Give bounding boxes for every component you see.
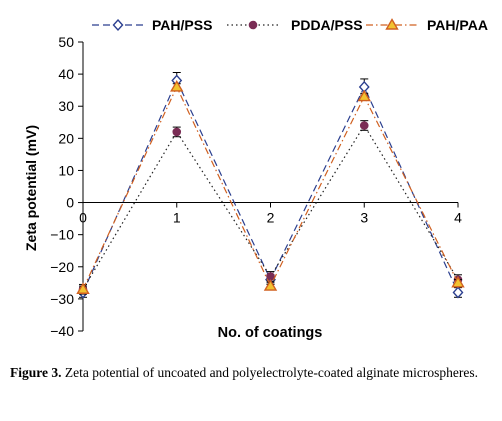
caption-text: Zeta potential of uncoated and polyelect… [64,365,478,380]
series-pah-pss [77,72,464,299]
y-tick-label: −10 [50,227,74,243]
legend-marker [248,20,258,30]
legend: PAH/PSS PDDA/PSS PAH/PAA [92,17,488,33]
series-line [82,124,459,290]
data-point [359,121,369,130]
legend-label: PAH/PAA [427,17,488,33]
data-point [357,89,371,102]
data-point [170,80,184,92]
x-tick-label: 3 [360,210,368,226]
data-point [451,275,465,288]
y-tick-label: 10 [58,162,74,178]
x-tick-label: 2 [267,210,275,226]
legend-item: PAH/PAA [366,17,488,33]
legend-label: PDDA/PSS [291,17,363,33]
y-tick-label: −30 [50,291,74,307]
x-axis-label: No. of coatings [218,325,323,341]
zeta-potential-chart: PAH/PSS PDDA/PSS PAH/PAA 50403020100−10−20… [23,17,488,341]
data-point [263,279,278,291]
legend-label: PAH/PSS [152,17,212,33]
x-tick-label: 4 [454,210,462,226]
caption-label: Figure 3. [10,365,62,380]
y-tick-label: 30 [58,98,74,114]
y-tick-label: 0 [66,195,74,211]
legend-marker [385,18,399,30]
data-point [172,127,182,137]
y-tick-label: −20 [50,259,74,275]
data-point [452,286,464,299]
y-axis-label: Zeta potential (mV) [23,125,39,251]
legend-item: PDDA/PSS [227,17,363,33]
plot-axes: 50 40 30 20 10 0 −10 −20 −30 −40 0 1 2 3 4 [50,34,462,339]
x-tick-label: 0 [79,210,87,226]
y-tick-label: −40 [50,323,74,339]
x-tick-label: 1 [173,210,181,226]
legend-marker [112,18,124,32]
data-point [266,272,275,281]
plot-series [76,72,465,299]
y-tick-label: 20 [58,130,74,146]
legend-item: PAH/PSS [92,17,212,33]
data-point [76,282,90,294]
y-tick-label: 50 [58,34,74,50]
series-line [82,85,459,290]
y-tick-label: 40 [58,66,74,82]
figure-caption: Figure 3. Zeta potential of uncoated and… [10,363,496,382]
series-line [82,79,459,293]
series-pah-paa [76,80,465,294]
